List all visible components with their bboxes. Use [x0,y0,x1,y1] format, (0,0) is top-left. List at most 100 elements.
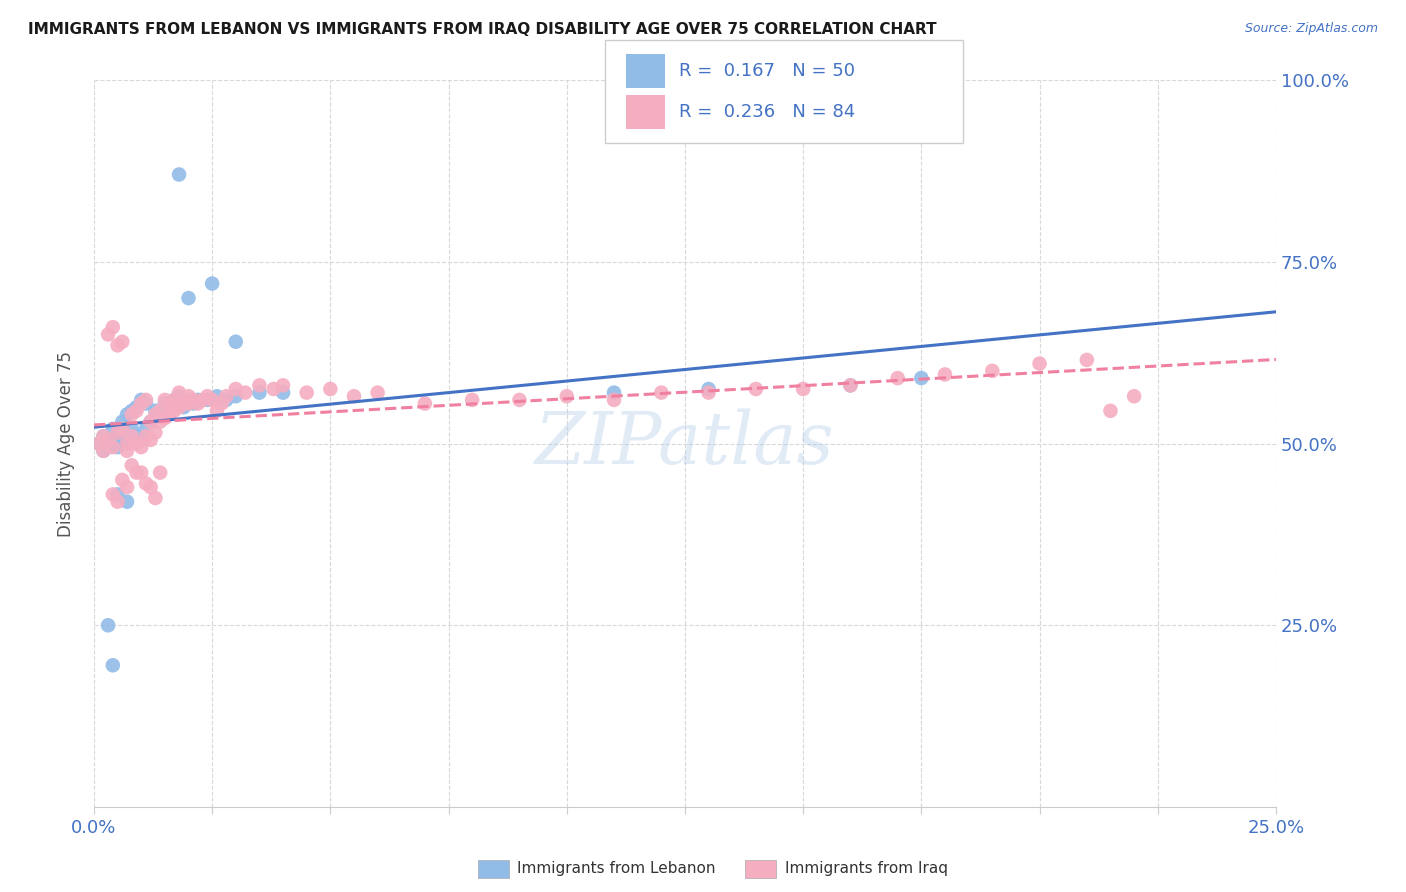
Point [650,385,672,400]
Point [125,400,148,414]
Text: IMMIGRANTS FROM LEBANON VS IMMIGRANTS FROM IRAQ DISABILITY AGE OVER 75 CORRELATI: IMMIGRANTS FROM LEBANON VS IMMIGRANTS FR… [28,22,936,37]
Point [1028,357,1050,371]
Point [163,392,186,407]
Point [153,411,176,425]
Text: R =  0.236   N = 84: R = 0.236 N = 84 [679,103,855,121]
Point [225,382,247,396]
Text: ZIPatlas: ZIPatlas [536,409,835,479]
Point [115,436,138,450]
Point [461,392,484,407]
Point [215,392,238,407]
Point [101,422,124,436]
Point [271,378,294,392]
Point [319,382,342,396]
Point [135,396,157,410]
Point [1123,389,1146,403]
Point [205,389,228,403]
Text: Immigrants from Iraq: Immigrants from Iraq [785,862,948,876]
Point [135,392,157,407]
Point [295,385,318,400]
Point [934,368,956,382]
Point [129,396,152,410]
Point [93,429,115,443]
Point [233,385,256,400]
Point [101,436,124,450]
Point [129,433,152,447]
Point [413,396,436,410]
Point [1099,404,1122,418]
Text: R =  0.167   N = 50: R = 0.167 N = 50 [679,62,855,79]
Point [215,389,238,403]
Point [107,425,129,440]
Point [167,385,190,400]
Point [145,491,167,505]
Point [93,443,115,458]
Point [839,378,862,392]
Point [111,429,134,443]
Point [263,382,285,396]
Point [101,320,124,334]
Point [271,385,294,400]
Point [167,400,190,414]
Point [129,440,152,454]
Point [249,378,271,392]
Point [115,436,138,450]
Point [97,327,120,342]
Point [111,422,134,436]
Point [697,382,720,396]
Point [177,291,200,305]
Point [93,429,115,443]
Point [129,392,152,407]
Point [145,425,167,440]
Point [87,436,110,450]
Point [149,415,172,429]
Point [792,382,814,396]
Point [177,392,200,407]
Point [167,389,190,403]
Point [177,389,200,403]
Point [145,408,167,422]
Point [603,392,626,407]
Text: Immigrants from Lebanon: Immigrants from Lebanon [517,862,716,876]
Point [101,487,124,501]
Point [149,404,172,418]
Point [107,425,129,440]
Point [149,408,172,422]
Point [163,392,186,407]
Point [225,389,247,403]
Point [201,277,224,291]
Point [135,476,157,491]
Point [101,658,124,673]
Point [121,458,143,473]
Y-axis label: Disability Age Over 75: Disability Age Over 75 [58,351,75,536]
Point [910,371,932,385]
Point [121,404,143,418]
Point [115,408,138,422]
Point [93,443,115,458]
Point [135,429,157,443]
Point [173,400,195,414]
Point [343,389,366,403]
Point [121,408,143,422]
Point [111,473,134,487]
Point [115,443,138,458]
Point [367,385,389,400]
Point [125,436,148,450]
Point [121,429,143,443]
Point [181,392,204,407]
Point [97,433,120,447]
Point [163,404,186,418]
Point [139,415,162,429]
Point [139,480,162,494]
Point [111,334,134,349]
Point [159,408,181,422]
Point [159,400,181,414]
Point [839,378,862,392]
Point [249,385,271,400]
Point [187,396,209,410]
Point [129,466,152,480]
Point [121,422,143,436]
Point [107,440,129,454]
Point [135,422,157,436]
Point [205,404,228,418]
